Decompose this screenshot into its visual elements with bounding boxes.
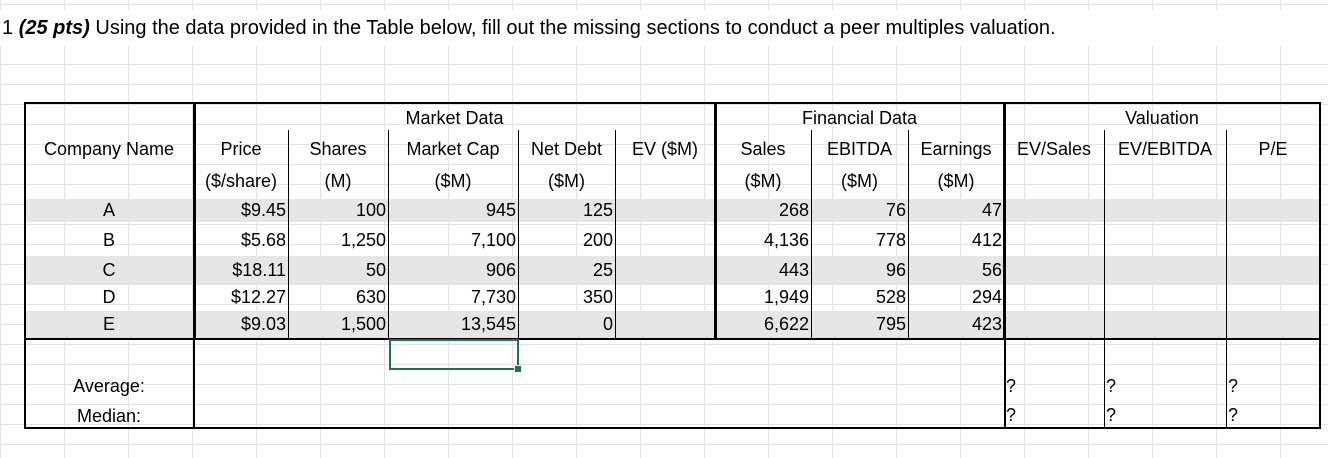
cell-price[interactable]: $9.03 xyxy=(240,314,286,334)
cell-earnings[interactable]: 294 xyxy=(971,287,1002,307)
header-net-debt-unit: ($M) xyxy=(548,171,585,191)
cell-sales[interactable]: 443 xyxy=(778,260,809,280)
cell-ebitda[interactable]: 96 xyxy=(885,260,906,280)
cell-net-debt[interactable]: 25 xyxy=(592,260,613,280)
header-sales[interactable]: Sales xyxy=(740,139,786,159)
cell-ebitda[interactable]: 795 xyxy=(875,314,906,334)
header-earnings-unit: ($M) xyxy=(937,171,975,191)
header-ebitda-unit: ($M) xyxy=(841,171,878,191)
valuation-block-border xyxy=(1004,102,1321,429)
cell-company[interactable]: B xyxy=(102,230,115,250)
header-shares-unit: (M) xyxy=(324,171,352,191)
cell-sales[interactable]: 1,949 xyxy=(763,287,809,307)
cell-earnings[interactable]: 56 xyxy=(981,260,1002,280)
cell-net-debt[interactable]: 125 xyxy=(582,200,613,220)
data-bottom-border xyxy=(24,338,1321,340)
cell-net-debt[interactable]: 350 xyxy=(582,287,613,307)
average-label: Average: xyxy=(73,376,145,396)
cell-shares[interactable]: 630 xyxy=(355,287,386,307)
median-label: Median: xyxy=(76,406,142,426)
header-ebitda[interactable]: EBITDA xyxy=(826,139,892,159)
cell-ebitda[interactable]: 528 xyxy=(875,287,906,307)
cell-shares[interactable]: 100 xyxy=(355,200,386,220)
fill-handle[interactable] xyxy=(514,365,522,373)
cell-shares[interactable]: 50 xyxy=(365,260,386,280)
cell-earnings[interactable]: 412 xyxy=(971,230,1002,250)
cell-earnings[interactable]: 423 xyxy=(971,314,1002,334)
median-pe[interactable]: ? xyxy=(1228,405,1239,425)
col-divider xyxy=(1104,130,1105,428)
cell-price[interactable]: $18.11 xyxy=(232,260,286,280)
col-divider xyxy=(518,130,519,338)
header-price-unit: ($/share) xyxy=(204,171,278,191)
question-instruction: 1 (25 pts) Using the data provided in th… xyxy=(0,10,1328,46)
group-financial-data: Financial Data xyxy=(801,108,918,128)
cell-market-cap[interactable]: 13,545 xyxy=(460,314,516,334)
header-price[interactable]: Price xyxy=(220,139,262,159)
header-company-name[interactable]: Company Name xyxy=(43,139,175,159)
cell-market-cap[interactable]: 7,100 xyxy=(470,230,516,250)
col-divider xyxy=(1226,130,1227,428)
average-ev-ebitda[interactable]: ? xyxy=(1106,376,1117,396)
cell-market-cap[interactable]: 906 xyxy=(485,260,516,280)
cell-market-cap[interactable]: 945 xyxy=(485,200,516,220)
market-data-block-border xyxy=(194,102,716,340)
header-sales-unit: ($M) xyxy=(744,171,782,191)
cell-net-debt[interactable]: 0 xyxy=(602,314,613,334)
cell-ebitda[interactable]: 778 xyxy=(875,230,906,250)
header-ev-ebitda[interactable]: EV/EBITDA xyxy=(1117,139,1213,159)
cell-sales[interactable]: 268 xyxy=(778,200,809,220)
row-band-a xyxy=(24,199,1320,222)
question-text: Using the data provided in the Table bel… xyxy=(95,17,1056,39)
header-ev[interactable]: EV ($M) xyxy=(631,139,698,159)
cell-price[interactable]: $12.27 xyxy=(230,287,286,307)
col-divider xyxy=(288,130,289,338)
header-shares[interactable]: Shares xyxy=(309,139,367,159)
header-ev-sales[interactable]: EV/Sales xyxy=(1016,139,1092,159)
cell-sales[interactable]: 6,622 xyxy=(763,314,809,334)
header-earnings[interactable]: Earnings xyxy=(920,139,992,159)
group-valuation: Valuation xyxy=(1125,108,1199,128)
cell-net-debt[interactable]: 200 xyxy=(582,230,613,250)
header-market-cap-unit: ($M) xyxy=(434,171,472,191)
cell-earnings[interactable]: 47 xyxy=(981,200,1002,220)
average-pe[interactable]: ? xyxy=(1228,376,1239,396)
col-divider xyxy=(811,130,812,338)
cell-company[interactable]: C xyxy=(102,260,116,280)
header-market-cap[interactable]: Market Cap xyxy=(406,139,500,159)
header-net-debt[interactable]: Net Debt xyxy=(530,139,603,159)
cell-company[interactable]: D xyxy=(102,287,116,307)
question-number: 1 xyxy=(2,17,14,39)
col-divider xyxy=(388,130,389,338)
header-pe[interactable]: P/E xyxy=(1258,139,1288,159)
cell-ebitda[interactable]: 76 xyxy=(885,200,906,220)
col-divider xyxy=(908,130,909,338)
cell-price[interactable]: $9.45 xyxy=(240,200,286,220)
cell-company[interactable]: E xyxy=(102,314,115,334)
col-divider xyxy=(615,130,616,338)
company-column-border xyxy=(24,102,195,429)
cell-shares[interactable]: 1,250 xyxy=(340,230,386,250)
median-ev-ebitda[interactable]: ? xyxy=(1106,405,1117,425)
cell-sales[interactable]: 4,136 xyxy=(763,230,809,250)
question-points: (25 pts) xyxy=(18,17,90,39)
financial-data-block-border xyxy=(715,102,1005,340)
group-market-data: Market Data xyxy=(405,108,504,128)
cell-company[interactable]: A xyxy=(102,200,115,220)
median-ev-sales[interactable]: ? xyxy=(1006,405,1017,425)
cell-price[interactable]: $5.68 xyxy=(240,230,286,250)
cell-market-cap[interactable]: 7,730 xyxy=(470,287,516,307)
selected-cell[interactable] xyxy=(389,339,519,370)
cell-shares[interactable]: 1,500 xyxy=(340,314,386,334)
average-ev-sales[interactable]: ? xyxy=(1006,376,1017,396)
